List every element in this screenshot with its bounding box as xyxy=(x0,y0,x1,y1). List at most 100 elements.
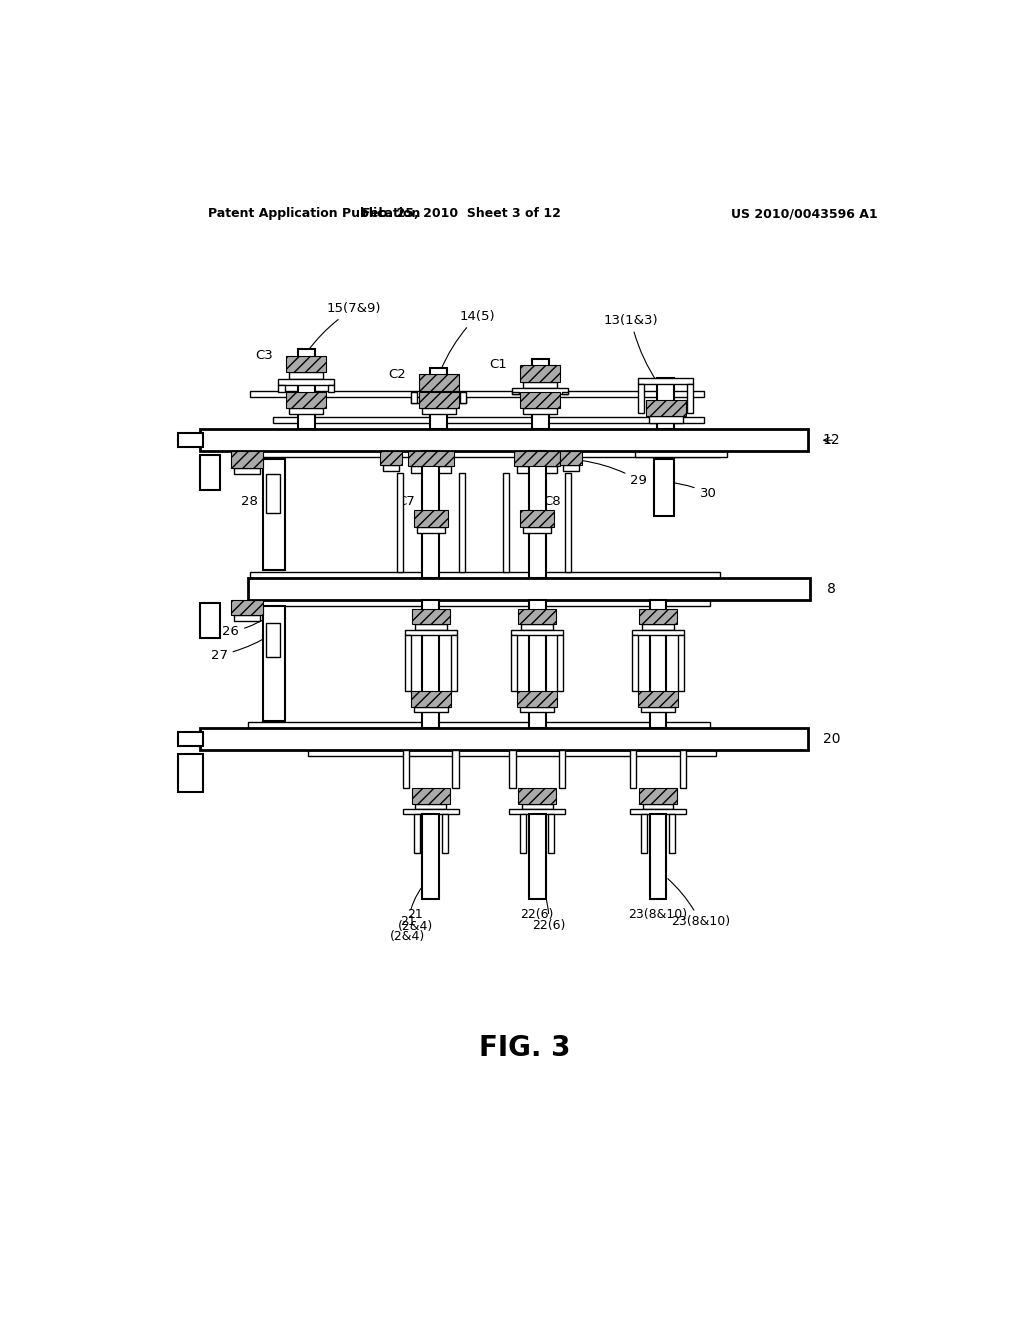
Bar xyxy=(523,527,551,533)
Text: C7: C7 xyxy=(397,495,415,508)
Bar xyxy=(453,750,459,788)
Bar xyxy=(233,615,260,622)
Bar xyxy=(411,397,466,404)
Text: (2&4): (2&4) xyxy=(398,920,433,933)
Text: 27: 27 xyxy=(211,634,271,661)
Bar xyxy=(403,750,410,788)
Text: 8: 8 xyxy=(826,582,836,595)
Bar xyxy=(200,455,220,490)
Bar xyxy=(638,378,693,384)
Bar xyxy=(416,804,446,809)
Bar xyxy=(669,814,675,853)
Bar xyxy=(460,392,466,404)
Text: US 2010/0043596 A1: US 2010/0043596 A1 xyxy=(731,207,878,220)
Bar xyxy=(430,368,447,429)
Text: C1: C1 xyxy=(489,358,508,371)
Bar xyxy=(560,451,582,465)
Bar xyxy=(520,814,526,853)
Bar xyxy=(680,750,686,788)
Bar xyxy=(631,750,637,788)
Bar xyxy=(230,451,263,469)
Bar xyxy=(412,788,451,804)
Bar xyxy=(565,473,571,572)
Bar xyxy=(641,706,675,711)
Text: Patent Application Publication: Patent Application Publication xyxy=(208,207,420,220)
Bar xyxy=(639,609,677,624)
Bar xyxy=(422,391,456,397)
Text: 20: 20 xyxy=(822,733,840,746)
Text: 22(6): 22(6) xyxy=(532,879,565,932)
Bar xyxy=(417,527,444,533)
Text: 23(8&10): 23(8&10) xyxy=(629,908,687,921)
Bar xyxy=(511,630,563,635)
Bar xyxy=(638,384,644,413)
Bar xyxy=(649,814,667,899)
Bar xyxy=(557,635,563,692)
Bar xyxy=(451,635,457,692)
Bar xyxy=(383,465,398,471)
Text: C5: C5 xyxy=(528,615,546,628)
Bar xyxy=(250,451,720,457)
Bar xyxy=(687,384,693,413)
Text: 23(8&10): 23(8&10) xyxy=(668,879,730,928)
Text: FIG. 3: FIG. 3 xyxy=(479,1034,570,1061)
Bar xyxy=(266,623,280,657)
Bar xyxy=(419,374,459,391)
Bar xyxy=(422,451,439,578)
Bar xyxy=(279,385,285,392)
Bar xyxy=(559,750,565,788)
Text: 14(5): 14(5) xyxy=(441,310,495,370)
Bar xyxy=(649,599,667,729)
Bar xyxy=(178,733,203,746)
Bar xyxy=(649,416,683,424)
Bar xyxy=(248,578,810,599)
Bar xyxy=(286,392,326,408)
Bar xyxy=(404,630,457,635)
Bar xyxy=(517,466,557,473)
Bar xyxy=(528,814,546,899)
Bar xyxy=(250,391,705,397)
Bar xyxy=(178,754,203,792)
Bar xyxy=(419,392,459,408)
Bar xyxy=(250,572,720,578)
Bar xyxy=(307,750,716,756)
Text: C4: C4 xyxy=(422,615,439,628)
Text: 21
(2&4): 21 (2&4) xyxy=(390,879,429,944)
Bar xyxy=(248,599,710,606)
Bar xyxy=(641,814,647,853)
Bar xyxy=(415,624,447,630)
Text: 21: 21 xyxy=(408,908,423,921)
Bar xyxy=(517,692,557,706)
Bar xyxy=(632,635,638,692)
Bar xyxy=(511,635,517,692)
Bar xyxy=(414,706,447,711)
Bar xyxy=(646,400,686,416)
Bar xyxy=(200,429,808,451)
Bar xyxy=(638,692,678,706)
Text: Feb. 25, 2010  Sheet 3 of 12: Feb. 25, 2010 Sheet 3 of 12 xyxy=(362,207,561,220)
Bar xyxy=(233,469,260,474)
Bar xyxy=(531,359,549,429)
Bar xyxy=(289,408,323,414)
Bar xyxy=(178,433,203,447)
Text: C3: C3 xyxy=(256,348,273,362)
Bar xyxy=(509,750,515,788)
Bar xyxy=(635,451,727,457)
Text: 12: 12 xyxy=(822,433,840,447)
Text: 15(7&9): 15(7&9) xyxy=(308,302,381,351)
Bar xyxy=(397,473,403,572)
Bar xyxy=(512,388,568,395)
Bar xyxy=(380,451,401,465)
Bar xyxy=(518,609,556,624)
Bar xyxy=(422,599,439,729)
Bar xyxy=(441,814,447,853)
Bar xyxy=(512,392,518,395)
Bar xyxy=(422,814,439,899)
Bar xyxy=(411,392,417,404)
Bar xyxy=(518,788,556,804)
Bar xyxy=(411,466,451,473)
Bar xyxy=(520,706,554,711)
Bar xyxy=(639,788,677,804)
Bar xyxy=(404,635,411,692)
Bar xyxy=(289,372,323,379)
